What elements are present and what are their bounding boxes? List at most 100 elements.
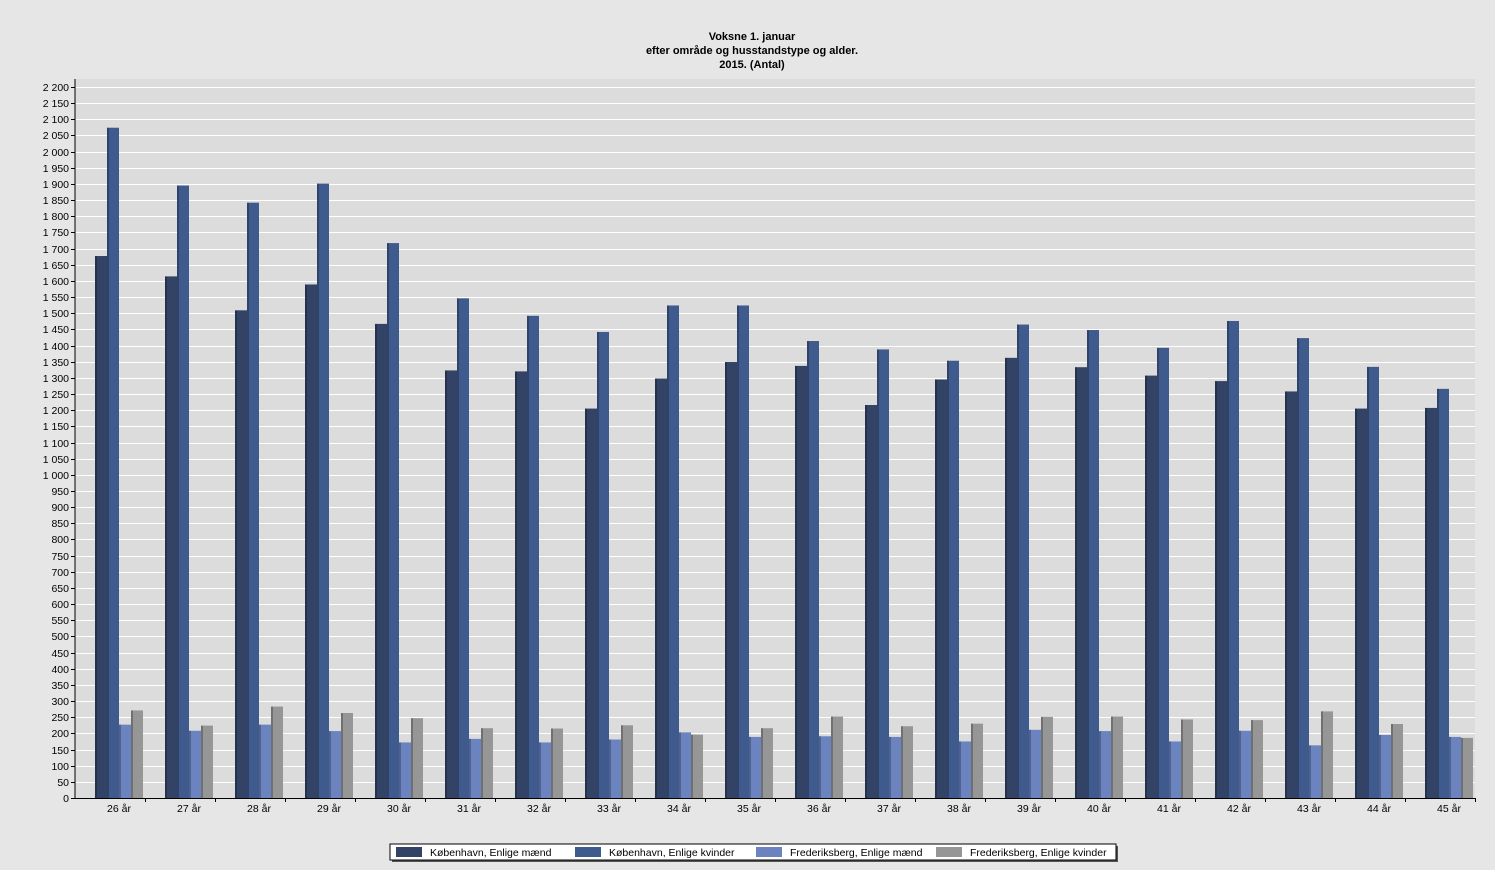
chart-title-line-3: 2015. (Antal) xyxy=(719,59,785,71)
bar xyxy=(1297,338,1309,798)
legend-box xyxy=(389,843,1117,861)
bar xyxy=(259,724,271,798)
x-tick-label: 44 år xyxy=(1367,803,1391,815)
bar xyxy=(1461,737,1473,798)
bar xyxy=(1379,734,1391,798)
legend-swatch xyxy=(575,847,601,857)
bar-shade xyxy=(1425,407,1427,798)
bar-shade xyxy=(387,243,389,799)
bar xyxy=(1251,720,1263,798)
bar xyxy=(341,713,353,798)
bar-shade xyxy=(621,725,623,798)
bar-shade xyxy=(585,408,587,798)
bar xyxy=(609,739,621,798)
chart-title-line-2: efter område og husstandstype og alder. xyxy=(646,45,858,57)
bar-shade xyxy=(445,370,447,798)
bar xyxy=(935,379,947,798)
bar xyxy=(305,284,317,798)
y-tick-label: 2 150 xyxy=(43,98,69,110)
bar xyxy=(1181,719,1193,798)
y-tick-label: 1 400 xyxy=(43,341,69,353)
bar xyxy=(1309,745,1321,798)
bar xyxy=(621,725,633,798)
y-tick-label: 2 000 xyxy=(43,147,69,159)
bar xyxy=(1145,375,1157,798)
bar-shade xyxy=(1075,367,1077,798)
bar xyxy=(1111,716,1123,798)
bar-shade xyxy=(1461,737,1463,798)
x-tick-label: 33 år xyxy=(597,803,621,815)
y-tick-label: 1 550 xyxy=(43,292,69,304)
bar-shade xyxy=(1181,719,1183,798)
y-tick-label: 1 100 xyxy=(43,438,69,450)
y-tick-label: 100 xyxy=(51,761,69,773)
bar-shade xyxy=(119,724,121,798)
y-tick-label: 50 xyxy=(57,777,69,789)
bar-shade xyxy=(317,183,319,799)
y-tick-label: 550 xyxy=(51,615,69,627)
bar-shade xyxy=(971,723,973,798)
y-tick-label: 1 250 xyxy=(43,389,69,401)
bar-shade xyxy=(95,256,97,799)
bar-shade xyxy=(539,742,541,798)
y-tick-label: 1 200 xyxy=(43,405,69,417)
bar xyxy=(597,331,609,798)
bar-shade xyxy=(457,298,459,798)
y-tick-label: 1 850 xyxy=(43,195,69,207)
bar xyxy=(761,728,773,798)
bar-shade xyxy=(235,310,237,798)
bar-shade xyxy=(1285,391,1287,798)
bar-shade xyxy=(1157,347,1159,798)
y-tick-label: 250 xyxy=(51,712,69,724)
y-tick-label: 1 700 xyxy=(43,244,69,256)
bar-shade xyxy=(271,706,273,798)
bar-shade xyxy=(259,724,261,798)
bar-shade xyxy=(375,323,377,798)
bar xyxy=(119,724,131,798)
bar xyxy=(679,732,691,798)
bar xyxy=(795,365,807,798)
legend-label: Frederiksberg, Enlige kvinder xyxy=(970,847,1107,859)
bar xyxy=(1437,388,1449,798)
y-tick-label: 600 xyxy=(51,599,69,611)
bar xyxy=(585,408,597,798)
bar-shade xyxy=(1355,408,1357,798)
y-tick-label: 1 350 xyxy=(43,357,69,369)
y-tick-label: 850 xyxy=(51,518,69,530)
bar-shade xyxy=(189,730,191,798)
bar-shade xyxy=(107,127,109,799)
bar-shade xyxy=(165,276,167,799)
y-tick-label: 650 xyxy=(51,583,69,595)
bar xyxy=(177,185,189,799)
bar-shade xyxy=(1215,381,1217,798)
bar-shade xyxy=(865,405,867,798)
bar-shade xyxy=(1379,734,1381,798)
bar xyxy=(271,706,283,798)
bar xyxy=(1227,320,1239,798)
bar-shade xyxy=(1111,716,1113,798)
bars xyxy=(95,127,1473,799)
bar xyxy=(95,256,107,799)
bar xyxy=(959,741,971,798)
bar-shade xyxy=(1169,741,1171,798)
bar xyxy=(457,298,469,798)
bar xyxy=(235,310,247,798)
bar xyxy=(411,718,423,798)
y-tick-label: 450 xyxy=(51,648,69,660)
y-tick-label: 2 200 xyxy=(43,82,69,94)
bar xyxy=(445,370,457,798)
bar-shade xyxy=(1437,388,1439,798)
legend-label: København, Enlige mænd xyxy=(430,847,552,859)
x-tick-label: 36 år xyxy=(807,803,831,815)
bar-shade xyxy=(411,718,413,798)
bar xyxy=(107,127,119,799)
bar-shade xyxy=(667,305,669,798)
bar-shade xyxy=(807,341,809,798)
bar-shade xyxy=(655,378,657,798)
bar-shade xyxy=(831,716,833,798)
bar xyxy=(901,726,913,798)
bar-shade xyxy=(527,315,529,798)
legend-label: København, Enlige kvinder xyxy=(609,847,735,859)
y-tick-label: 1 650 xyxy=(43,260,69,272)
